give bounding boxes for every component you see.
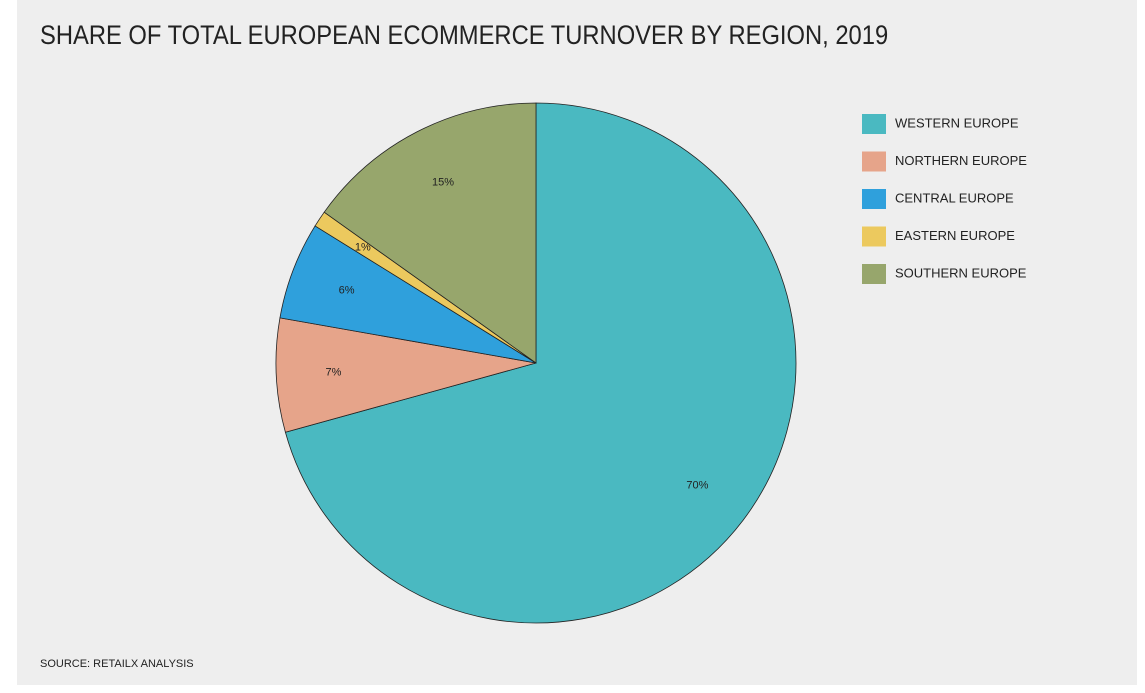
legend-swatch	[862, 264, 886, 284]
legend-label: SOUTHERN EUROPE	[895, 265, 1027, 280]
slice-label: 6%	[339, 285, 355, 297]
chart-title: SHARE OF TOTAL EUROPEAN ECOMMERCE TURNOV…	[40, 21, 888, 51]
legend-swatch	[862, 114, 886, 134]
legend-label: EASTERN EUROPE	[895, 228, 1015, 243]
legend-swatch	[862, 151, 886, 172]
source-note: SOURCE: RETAILX ANALYSIS	[40, 658, 194, 670]
legend-swatch	[862, 226, 886, 247]
slice-label: 15%	[432, 177, 454, 189]
pie-slice	[284, 102, 797, 624]
legend-swatch	[862, 189, 886, 209]
slice-label: 70%	[686, 480, 708, 492]
legend-label: CENTRAL EUROPE	[895, 190, 1014, 205]
pie-slice	[275, 317, 537, 433]
legend-label: NORTHERN EUROPE	[895, 153, 1027, 168]
pie-slice	[323, 102, 537, 364]
slice-label: 1%	[355, 242, 371, 254]
slice-label: 7%	[325, 367, 341, 379]
legend-label: WESTERN EUROPE	[895, 115, 1019, 130]
